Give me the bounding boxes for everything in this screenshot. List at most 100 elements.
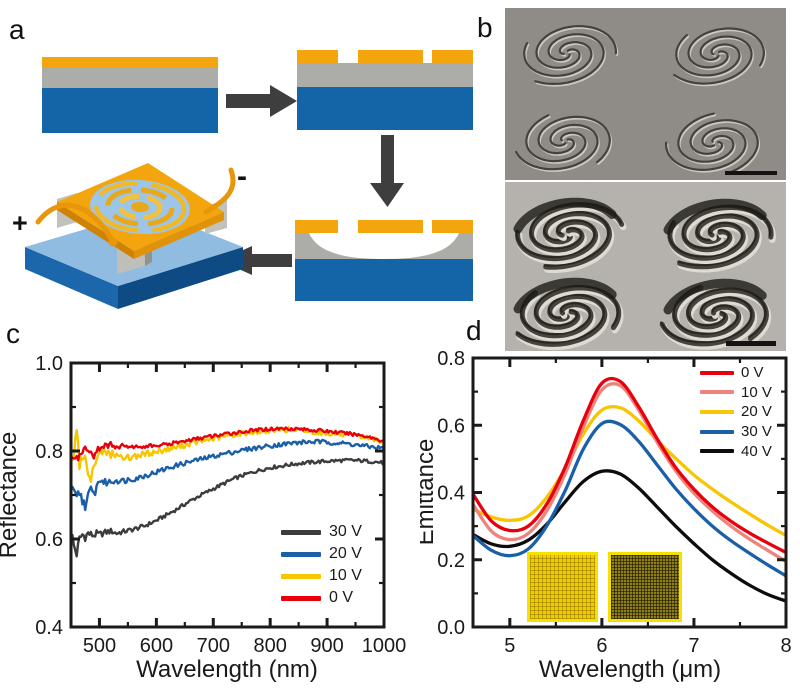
legend-line-sample [700,409,734,414]
spiral-slit [535,24,617,69]
series-20-V [70,438,385,512]
x-axis-title: Wavelength (nm) [136,656,318,683]
spiral-groove-shadow [672,284,739,335]
legend-item: 40 V [700,441,772,461]
device-photo-dark [608,552,682,622]
sem-noise [505,8,786,180]
wire-contact [108,237,118,247]
spiral-shadow-crescent [663,278,767,315]
x-tick-label: 6 [596,635,607,657]
legend-label: 20 V [329,545,362,562]
process-arrow-right-icon [226,85,297,117]
panel-label-b: b [477,12,493,43]
y-tick-label: 0.8 [35,441,63,463]
spiral-slit-highlight [516,125,600,172]
series-group [472,376,787,603]
x-tick-label: 600 [140,635,173,657]
panel-label-c: c [6,318,20,349]
spiral-slit [673,35,753,85]
spiral-structure [659,278,772,350]
spiral-structure [665,112,761,175]
emittance-chart: Emittance Wavelength (μm) 5 6 7 8 0.0 0.2 0.4 0… [420,348,792,683]
x-tick-label: 8 [780,635,791,657]
spiral-slit [523,41,593,77]
y-tick-label: 0.6 [437,415,465,437]
x-tick-label: 900 [310,635,343,657]
gold-layer [42,57,218,68]
spiral-structure [513,277,624,351]
spiral-groove-highlight [543,212,615,274]
spiral-slit [675,34,741,77]
legend-label: 0 V [329,589,354,606]
spiral-slit [687,27,766,69]
spiral-shadow-crescent [513,277,617,314]
legend-line-sample [700,449,734,454]
legend: 0 V 10 V 20 V 30 V 40 V [700,363,772,461]
x-tick-label: 800 [254,635,287,657]
spiral-slit-highlight [535,34,606,87]
spiral-groove [515,294,608,347]
y-tick-label: 0.0 [437,617,465,639]
base-front-face [25,247,118,309]
spiral-groove-shadow [667,220,744,258]
spiral-slit [689,119,759,173]
legend-line-sample [700,370,734,375]
x-tick-label: 5 [504,635,515,657]
y-tick-label: 0.4 [437,483,465,505]
legend-line-sample [700,429,734,434]
y-tick-label: 0.2 [437,550,465,572]
y-tick-label: 0.6 [35,529,63,551]
reflectance-chart: Reflectance Wavelength (nm) 500 600 700 800… [0,353,407,683]
x-tick-label: 1000 [362,635,407,657]
layer-stack-undercut [295,220,473,301]
spiral-slit-highlight [678,114,736,165]
process-arrow-down-icon [370,135,404,207]
legend-line-sample [700,390,734,395]
sem-image-shallow-spirals [505,8,786,180]
y-axis-title: Reflectance [0,432,22,559]
series-20-V [472,404,787,538]
legend-line-sample [281,595,321,601]
fabrication-process-diagram: + - [12,50,473,309]
device-3d-illustration: + - [12,160,247,309]
panel-label-a: a [9,14,25,45]
x-tick-label: 500 [83,635,116,657]
legend-label: 20 V [741,403,772,421]
negative-wire [203,167,236,215]
legend-line-sample [281,529,321,535]
legend-label: 10 V [329,567,362,584]
layer-stack-initial [42,57,218,133]
plate-right-edge [134,212,224,259]
y-axis-title: Emittance [420,439,439,546]
y-tick-label: 0.8 [437,348,465,370]
spiral-structure [673,27,767,87]
spiral-slit-highlight [674,37,754,87]
legend: 30 V 20 V 10 V 0 V [281,521,362,609]
spiral-groove-shadow [515,293,606,344]
legend-label: 10 V [741,383,772,401]
etched-cavity [309,233,459,259]
spiral-groove-shadow [677,213,758,267]
spiral-slit [525,114,587,163]
spiral-groove [542,211,612,270]
series-0-V [70,426,385,462]
legend-label: 40 V [741,442,772,460]
sem-image-released-spirals [505,182,786,351]
spiral-slit [515,123,599,171]
spiral-structure [523,24,619,87]
spiral-slit [665,127,747,172]
substrate-layer [42,88,218,133]
legend-line-sample [281,551,321,557]
spiral-structure [513,197,627,274]
spiral-slit [534,33,605,86]
spiral-slit [677,112,735,163]
panel-label-d: d [466,315,482,346]
y-tick-label: 0.4 [35,617,63,639]
series-30-V [70,457,385,558]
legend-item: 10 V [281,565,362,587]
spiral-groove [677,213,760,270]
legend-item: 30 V [700,422,772,442]
x-tick-label: 700 [197,635,230,657]
series-0-V [472,376,787,555]
